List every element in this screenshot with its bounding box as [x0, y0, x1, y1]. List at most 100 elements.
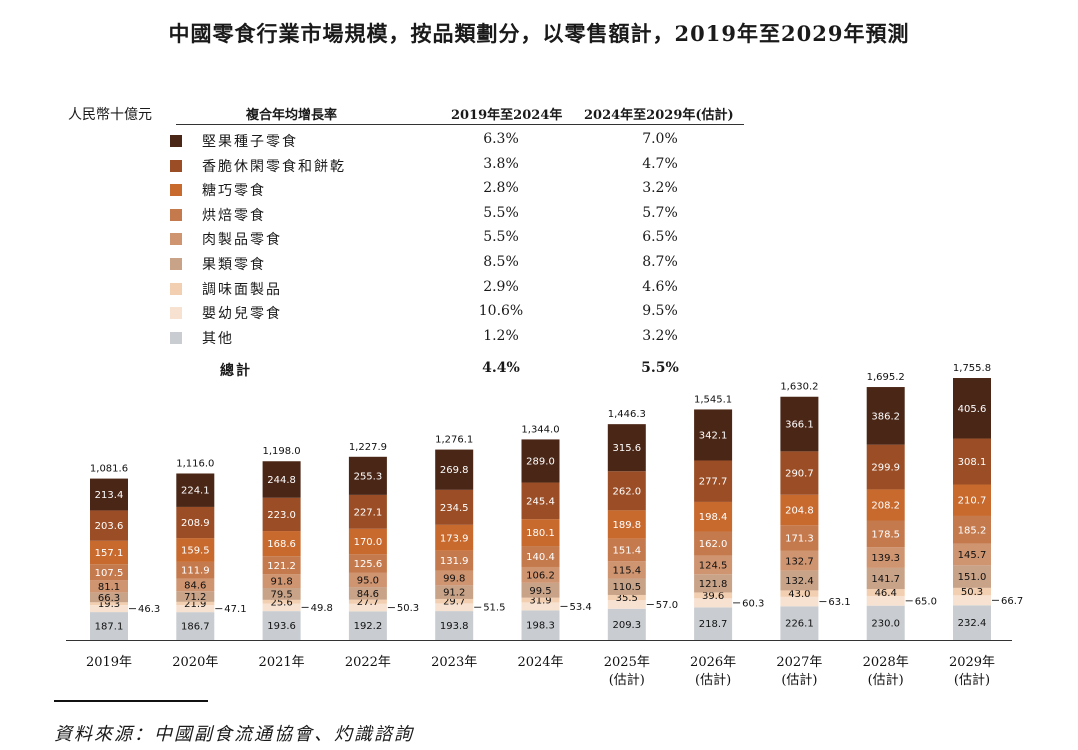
data-label: 63.1: [828, 597, 850, 608]
data-label: 187.1: [95, 622, 124, 633]
data-label: 386.2: [871, 411, 900, 422]
data-label: 210.7: [958, 496, 987, 507]
x-tick-label: 2019年: [86, 655, 132, 670]
data-label: 230.0: [871, 618, 900, 629]
data-label: 269.8: [440, 465, 469, 476]
total-label: 1,081.6: [90, 464, 128, 475]
data-label: 299.9: [871, 463, 900, 474]
data-label: 131.9: [440, 556, 469, 567]
data-label: 224.1: [181, 486, 210, 497]
data-label: 141.7: [871, 574, 900, 585]
data-label: 107.5: [95, 568, 124, 579]
data-label: 99.5: [529, 586, 551, 597]
data-label: 110.5: [612, 582, 641, 593]
x-tick-label: 2029年: [949, 655, 995, 670]
data-label: 290.7: [785, 469, 814, 480]
data-label: 151.0: [958, 572, 987, 583]
data-label: 193.6: [267, 621, 296, 632]
data-label: 209.3: [612, 620, 641, 631]
data-label: 226.1: [785, 619, 814, 630]
data-label: 366.1: [785, 420, 814, 431]
x-tick-label: 2022年: [345, 655, 391, 670]
data-label: 171.3: [785, 534, 814, 545]
data-label: 245.4: [526, 496, 555, 507]
total-label: 1,695.2: [867, 372, 905, 383]
data-label: 173.9: [440, 533, 469, 544]
x-tick-label: 2021年: [259, 655, 305, 670]
data-label: 115.4: [612, 565, 641, 576]
data-label: 139.3: [871, 553, 900, 564]
data-label: 60.3: [742, 598, 764, 609]
data-label: 342.1: [699, 430, 728, 441]
data-label: 168.6: [267, 539, 296, 550]
data-label: 46.4: [875, 588, 897, 599]
data-label: 106.2: [526, 570, 555, 581]
x-tick-label: 2020年: [172, 655, 218, 670]
data-label: 255.3: [354, 471, 383, 482]
data-label: 71.2: [184, 592, 206, 603]
data-label: 405.6: [958, 404, 987, 415]
data-label: 65.0: [915, 596, 937, 607]
data-label: 66.3: [98, 593, 120, 604]
total-label: 1,446.3: [608, 409, 646, 420]
data-label: 159.5: [181, 545, 210, 556]
data-label: 79.5: [270, 589, 292, 600]
data-label: 84.6: [357, 589, 379, 600]
data-label: 140.4: [526, 552, 555, 563]
source-divider: [54, 700, 208, 702]
data-label: 157.1: [95, 548, 124, 559]
data-label: 162.0: [699, 539, 728, 550]
data-label: 39.6: [702, 591, 724, 602]
data-label: 121.2: [267, 561, 296, 572]
data-label: 43.0: [788, 589, 810, 600]
total-label: 1,116.0: [176, 458, 214, 469]
source-note: 資料來源：中國副食流通協會、灼識諮詢: [54, 720, 414, 746]
x-tick-label: 2027年: [776, 655, 822, 670]
data-label: 244.8: [267, 475, 296, 486]
data-label: 91.8: [270, 577, 292, 588]
data-label: 192.2: [354, 621, 383, 632]
data-label: 186.7: [181, 622, 210, 633]
x-tick-label: 2026年: [690, 655, 736, 670]
data-label: 50.3: [397, 603, 419, 614]
data-label: 308.1: [958, 457, 987, 468]
data-label: 46.3: [138, 604, 160, 615]
x-tick-sublabel: (估計): [781, 672, 817, 688]
stacked-bar-chart: 187.146.319.366.381.1107.5157.1203.6213.…: [0, 0, 1078, 700]
x-tick-label: 2025年: [604, 655, 650, 670]
data-label: 234.5: [440, 503, 469, 514]
data-label: 262.0: [612, 486, 641, 497]
data-label: 111.9: [181, 566, 210, 577]
data-label: 204.8: [785, 506, 814, 517]
x-tick-sublabel: (估計): [609, 672, 645, 688]
x-tick-label: 2028年: [863, 655, 909, 670]
data-label: 193.8: [440, 621, 469, 632]
total-label: 1,198.0: [263, 446, 301, 457]
data-label: 227.1: [354, 507, 383, 518]
data-label: 213.4: [95, 490, 124, 501]
data-label: 218.7: [699, 619, 728, 630]
data-label: 50.3: [961, 587, 983, 598]
data-label: 124.5: [699, 560, 728, 571]
data-label: 81.1: [98, 582, 120, 593]
data-label: 185.2: [958, 525, 987, 536]
x-tick-label: 2023年: [431, 655, 477, 670]
total-label: 1,630.2: [780, 382, 818, 393]
data-label: 198.3: [526, 621, 555, 632]
data-label: 49.8: [311, 603, 333, 614]
data-label: 289.0: [526, 456, 555, 467]
data-label: 277.7: [699, 477, 728, 488]
data-label: 170.0: [354, 537, 383, 548]
data-label: 198.4: [699, 512, 728, 523]
data-label: 203.6: [95, 521, 124, 532]
data-label: 84.6: [184, 580, 206, 591]
total-label: 1,276.1: [435, 435, 473, 446]
data-label: 47.1: [224, 604, 246, 615]
data-label: 132.7: [785, 556, 814, 567]
data-label: 223.0: [267, 510, 296, 521]
data-label: 121.8: [699, 579, 728, 590]
total-label: 1,755.8: [953, 363, 991, 374]
data-label: 151.4: [612, 545, 641, 556]
total-label: 1,545.1: [694, 394, 732, 405]
data-label: 125.6: [354, 559, 383, 570]
